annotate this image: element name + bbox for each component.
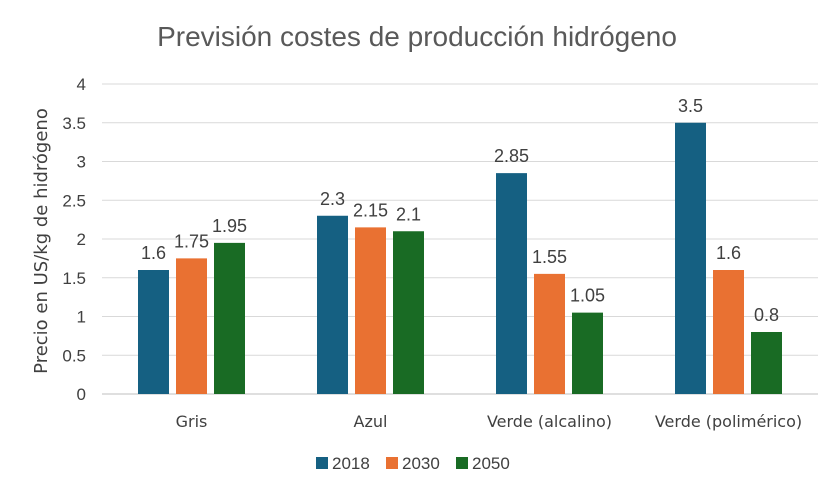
bar-2018 — [317, 215, 348, 394]
x-tick-label: Verde (polimérico) — [655, 412, 802, 431]
data-label: 2.1 — [396, 204, 421, 224]
data-label: 2.85 — [494, 146, 529, 166]
data-label: 2.15 — [353, 200, 388, 220]
legend: 2018 2030 2050 — [316, 454, 510, 473]
legend-label: 2050 — [472, 454, 510, 473]
bar-2018 — [496, 173, 527, 394]
data-label: 1.6 — [141, 243, 166, 263]
y-axis-ticks: 0 0.5 1 1.5 2 2.5 3 3.5 4 — [62, 75, 86, 404]
y-tick-label: 0.5 — [62, 346, 86, 365]
data-label: 1.55 — [532, 247, 567, 267]
bar-2030 — [713, 270, 744, 394]
bar-2018 — [138, 270, 169, 394]
y-tick-label: 1 — [77, 308, 86, 327]
data-label: 1.95 — [212, 216, 247, 236]
x-tick-label: Gris — [176, 412, 208, 431]
legend-label: 2030 — [402, 454, 440, 473]
y-tick-label: 1.5 — [62, 269, 86, 288]
legend-swatch-2030 — [386, 457, 398, 469]
legend-swatch-2018 — [316, 457, 328, 469]
data-labels: 1.6 1.751.95 2.3 2.15 2.1 2.85 1.551.05 3.5 1.6 0… — [141, 96, 779, 325]
chart-title: Previsión costes de producción hidrógeno — [157, 21, 677, 52]
bar-2030 — [176, 258, 207, 394]
data-label: 3.5 — [678, 96, 703, 116]
y-axis-label: Precio en US/kg de hidrógeno — [31, 108, 52, 374]
data-label: 1.05 — [570, 286, 605, 306]
x-tick-label: Azul — [354, 412, 388, 431]
bars — [138, 122, 782, 394]
bar-2030 — [355, 227, 386, 394]
legend-swatch-2050 — [456, 457, 468, 469]
data-label: 1.75 — [174, 231, 209, 251]
x-axis-ticks: Gris Azul Verde (alcalino) Verde (poliméric… — [176, 412, 803, 431]
bar-2050 — [572, 312, 603, 394]
bar-2050 — [751, 332, 782, 394]
data-label: 1.6 — [716, 243, 741, 263]
x-tick-label: Verde (alcalino) — [487, 412, 612, 431]
bar-2030 — [534, 273, 565, 394]
bar-2018 — [675, 122, 706, 394]
y-tick-label: 3 — [77, 153, 86, 172]
data-label: 0.8 — [754, 305, 779, 325]
y-tick-label: 0 — [77, 385, 86, 404]
y-tick-label: 2 — [77, 230, 86, 249]
y-tick-label: 3.5 — [62, 114, 86, 133]
bar-2050 — [393, 231, 424, 394]
y-tick-label: 4 — [77, 75, 86, 94]
gridlines — [102, 83, 818, 395]
legend-label: 2018 — [332, 454, 370, 473]
data-label: 2.3 — [320, 189, 345, 209]
bar-2050 — [214, 242, 245, 394]
y-tick-label: 2.5 — [62, 191, 86, 210]
